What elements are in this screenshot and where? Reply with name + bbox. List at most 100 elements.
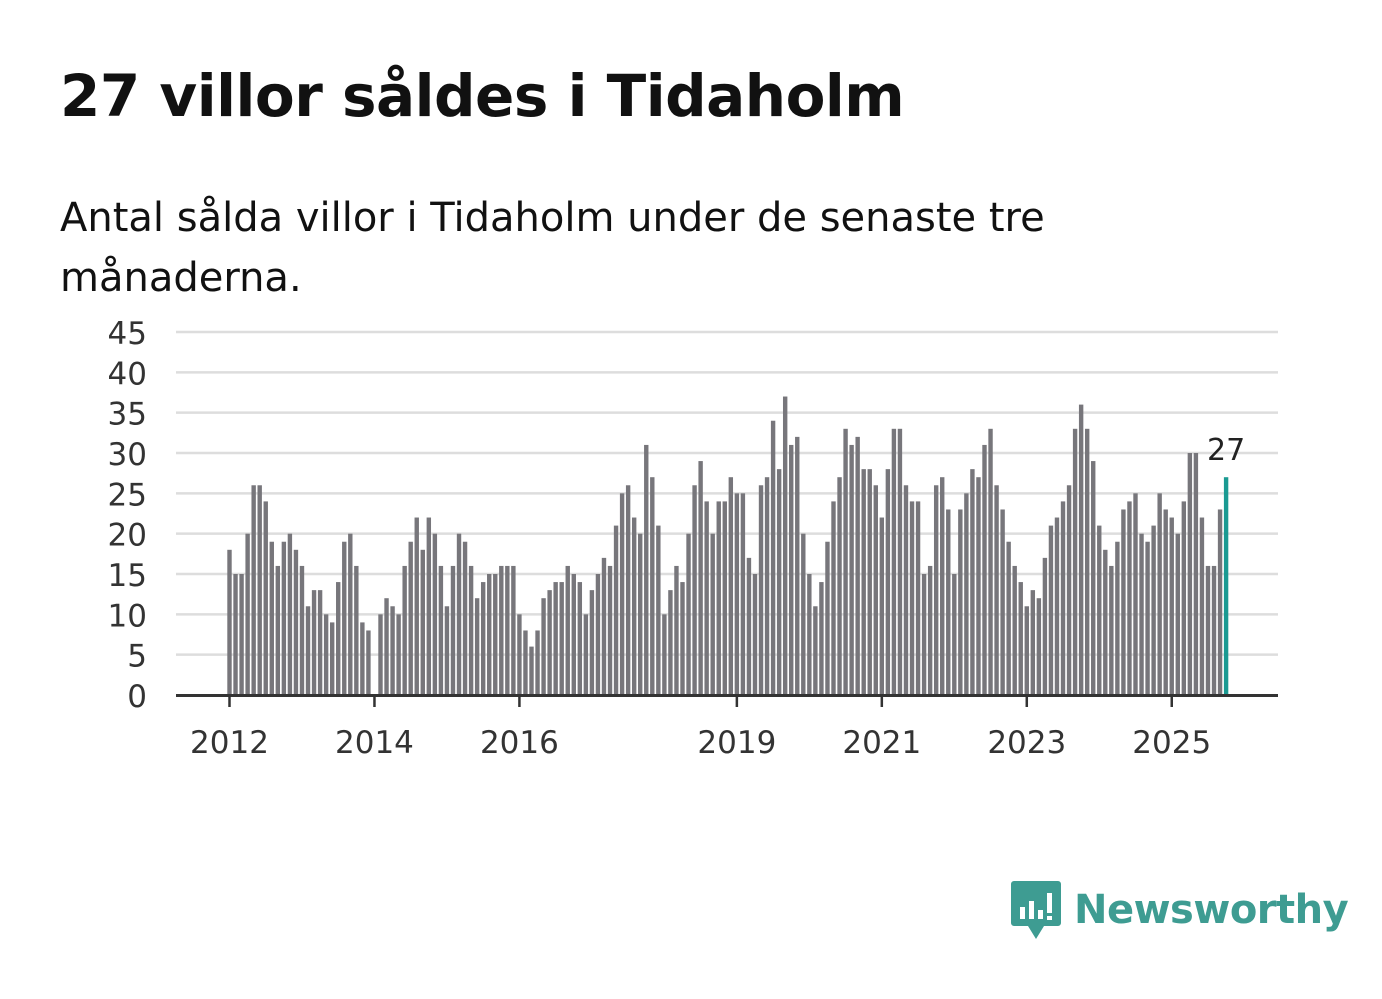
- bar: [348, 533, 353, 695]
- bar: [257, 485, 262, 695]
- y-tick-label: 45: [108, 316, 147, 352]
- x-tick-label: 2025: [1132, 725, 1211, 761]
- chart-title: 27 villor såldes i Tidaholm: [60, 62, 905, 130]
- bar: [619, 493, 625, 695]
- bar: [1127, 501, 1132, 695]
- bar: [1205, 565, 1211, 695]
- bar: [474, 598, 480, 695]
- bar: [813, 606, 818, 695]
- bar: [227, 549, 232, 695]
- bar: [1060, 501, 1066, 695]
- bar: [1084, 428, 1090, 695]
- bar: [1139, 533, 1144, 695]
- bar: [402, 565, 407, 695]
- bar: [384, 598, 389, 695]
- bar: [746, 557, 752, 695]
- bar: [994, 485, 999, 695]
- bar: [305, 606, 311, 695]
- bar: [505, 565, 510, 695]
- y-tick-label: 0: [127, 679, 147, 715]
- bar: [589, 590, 595, 695]
- bar: [245, 533, 250, 695]
- y-tick-label: 10: [108, 598, 147, 634]
- bar: [638, 533, 643, 695]
- bar: [686, 533, 691, 695]
- bar: [958, 509, 963, 695]
- x-tick-label: 2016: [480, 725, 559, 761]
- bar: [480, 582, 486, 695]
- bar: [468, 565, 474, 695]
- y-axis-ticks: 0 5 10 15 20 25 30 35 40 45: [108, 316, 147, 715]
- bar: [921, 574, 927, 695]
- bar: [396, 614, 401, 695]
- x-axis: 2012 2014 2016 2019 2021 2023 2025: [176, 694, 1278, 761]
- bar: [426, 517, 432, 695]
- bar: [909, 501, 915, 695]
- bar: [825, 541, 830, 695]
- bar: [595, 574, 601, 695]
- bar: [577, 582, 583, 695]
- bar: [831, 501, 836, 695]
- bar: [891, 428, 897, 695]
- bar: [523, 630, 528, 695]
- bar: [855, 436, 860, 695]
- bar: [360, 622, 365, 695]
- bar: [873, 485, 878, 695]
- bar: [420, 549, 425, 695]
- bar: [438, 565, 444, 695]
- data-labels: 27: [1207, 433, 1245, 468]
- bar: [366, 630, 371, 695]
- bar: [976, 477, 981, 695]
- bar: [565, 565, 570, 695]
- bar: [354, 565, 359, 695]
- bar: [517, 614, 522, 695]
- bar: [789, 444, 794, 695]
- bar: [674, 565, 679, 695]
- bar: [293, 549, 299, 695]
- bar: [323, 614, 329, 695]
- bar: [1000, 509, 1005, 695]
- bar: [680, 582, 685, 695]
- bar: [940, 477, 945, 695]
- bar: [710, 533, 715, 695]
- y-tick-label: 30: [108, 437, 147, 473]
- bar: [625, 485, 631, 695]
- bar: [1199, 517, 1205, 695]
- bar: [1024, 606, 1029, 695]
- bar: [1012, 565, 1017, 695]
- bar: [1097, 525, 1102, 695]
- bar: [571, 574, 576, 695]
- bars: [227, 396, 1229, 695]
- bar: [1042, 557, 1048, 695]
- y-tick-label: 20: [108, 518, 147, 554]
- bar: [740, 493, 746, 695]
- bar: [432, 533, 438, 695]
- bar: [553, 582, 558, 695]
- bar: [662, 614, 667, 695]
- bar: [233, 574, 238, 695]
- bar: [770, 420, 776, 695]
- bar: [728, 477, 734, 695]
- bar: [1181, 501, 1187, 695]
- bar: [758, 485, 764, 695]
- bar: [1018, 582, 1023, 695]
- bar: [946, 509, 951, 695]
- y-tick-label: 25: [108, 477, 147, 513]
- bar: [583, 614, 589, 695]
- bar-highlighted: [1223, 477, 1229, 695]
- bar: [317, 590, 323, 695]
- bar: [311, 590, 317, 695]
- bar: [1006, 541, 1011, 695]
- bar: [704, 501, 709, 695]
- bar: [1121, 509, 1126, 695]
- x-tick-label: 2021: [842, 725, 921, 761]
- y-tick-label: 35: [108, 397, 147, 433]
- bar: [734, 493, 740, 695]
- x-tick-label: 2012: [190, 725, 269, 761]
- x-tick-label: 2019: [697, 725, 776, 761]
- bar: [408, 541, 413, 695]
- bar: [722, 501, 727, 695]
- bar: [1091, 461, 1096, 695]
- bar: [764, 477, 770, 695]
